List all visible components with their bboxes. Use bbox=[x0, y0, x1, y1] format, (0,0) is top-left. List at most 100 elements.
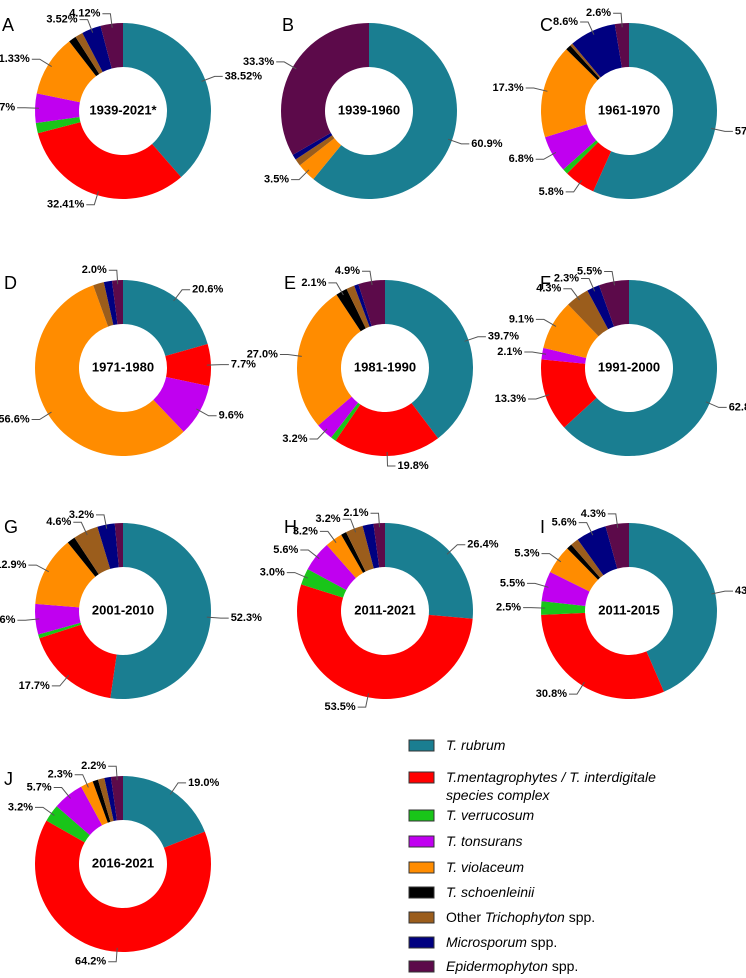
slice-epider bbox=[114, 523, 123, 568]
data-label-mentag: 32.41% bbox=[47, 199, 85, 211]
data-label-mentag: 30.8% bbox=[536, 688, 567, 700]
leader-line bbox=[279, 354, 302, 357]
slice-tonsur bbox=[541, 347, 587, 364]
slice-violac bbox=[550, 548, 599, 592]
legend-item-rubrum: T. rubrum bbox=[408, 737, 506, 753]
data-label-rubrum: 26.4% bbox=[467, 539, 498, 551]
data-label-epider: 2.6% bbox=[586, 7, 611, 19]
slice-othtri bbox=[346, 525, 374, 572]
data-label-violac: 17.3% bbox=[492, 82, 523, 94]
data-label-mentag: 53.5% bbox=[324, 701, 355, 713]
leader-line bbox=[291, 169, 310, 181]
slice-violac bbox=[296, 294, 361, 426]
legend-label: Epidermophyton spp. bbox=[446, 958, 578, 974]
leader-line bbox=[528, 394, 550, 400]
data-label-verruc: 2.5% bbox=[496, 602, 521, 614]
data-label-epider: 2.1% bbox=[343, 507, 368, 519]
data-label-violac: 56.6% bbox=[0, 413, 30, 425]
leader-line bbox=[527, 582, 549, 588]
data-label-violac: 12.9% bbox=[0, 559, 27, 571]
legend-label: Other Trichophyton spp. bbox=[446, 909, 595, 925]
leader-line bbox=[705, 401, 727, 408]
leader-line bbox=[201, 75, 223, 82]
data-label-othtri: 4.6% bbox=[46, 516, 71, 528]
slice-othtri bbox=[570, 43, 601, 79]
chart-panel-a: A 38.52% 32.41% 5.37% 11.33% 3.52%4.12% 1939-2… bbox=[0, 8, 262, 211]
data-label-epider: 4.12% bbox=[69, 8, 100, 20]
legend-swatch bbox=[408, 771, 435, 784]
slice-mentag bbox=[39, 624, 117, 699]
slice-violac bbox=[541, 49, 598, 138]
slice-tonsur bbox=[307, 544, 356, 591]
slice-micros bbox=[587, 285, 615, 330]
slice-verruc bbox=[541, 601, 586, 615]
slice-verruc bbox=[35, 116, 81, 134]
slice-rubrum bbox=[593, 23, 717, 199]
data-label-rubrum: 62.8% bbox=[729, 401, 746, 413]
data-label-tonsur: 5.7% bbox=[27, 781, 52, 793]
panel-letter: B bbox=[282, 15, 294, 35]
leader-line bbox=[35, 806, 55, 816]
chart-title: 1939-2021* bbox=[89, 102, 157, 117]
panel-letter: F bbox=[540, 273, 551, 293]
data-label-rubrum: 43.5% bbox=[735, 585, 746, 597]
slice-rubrum bbox=[313, 23, 457, 199]
slice-othtri bbox=[568, 290, 609, 337]
slice-epider bbox=[110, 776, 123, 821]
leader-line bbox=[53, 787, 71, 799]
slice-verruc bbox=[331, 402, 361, 441]
slice-tonsur bbox=[56, 786, 103, 836]
leader-line bbox=[711, 127, 733, 132]
leader-line bbox=[31, 411, 52, 420]
legend-item-schoen: T. schoenleinii bbox=[408, 884, 535, 900]
data-label-violac: 11.33% bbox=[0, 53, 30, 65]
slice-verruc bbox=[38, 622, 82, 639]
data-label-mentag: 17.7% bbox=[19, 680, 50, 692]
leader-line bbox=[17, 107, 40, 109]
leader-line bbox=[173, 289, 191, 302]
slice-rubrum bbox=[564, 280, 718, 456]
legend-item-verruc: T. verrucosum bbox=[408, 807, 535, 823]
slice-othtri bbox=[74, 526, 111, 575]
slice-rubrum bbox=[385, 280, 474, 439]
legend-label: T.mentagrophytes / T. interdigitale bbox=[446, 769, 656, 785]
chart-title: 2001-2010 bbox=[92, 602, 154, 617]
data-label-micros: 5.6% bbox=[552, 517, 577, 529]
slice-othtri bbox=[295, 135, 335, 166]
slice-micros bbox=[577, 526, 618, 576]
chart-title: 1939-1960 bbox=[338, 102, 400, 117]
leader-line bbox=[607, 513, 619, 528]
legend-item-othtri: Other Trichophyton spp. bbox=[408, 909, 595, 925]
slice-violac bbox=[543, 304, 599, 358]
data-label-rubrum: 20.6% bbox=[192, 284, 223, 296]
legend-swatch bbox=[408, 861, 435, 874]
slice-verruc bbox=[301, 569, 347, 598]
chart-panel-g: G 52.3% 17.7% 5.6% 12.9% 4.6%3.2% 2001-2010 bbox=[0, 509, 262, 699]
slice-tonsur bbox=[34, 603, 81, 635]
leader-line bbox=[525, 87, 548, 92]
slice-othtri bbox=[346, 285, 370, 329]
slice-micros bbox=[572, 24, 622, 78]
chart-title: 2016-2021 bbox=[92, 855, 154, 870]
slice-micros bbox=[362, 523, 380, 569]
slice-schoen bbox=[69, 36, 100, 77]
leader-line bbox=[300, 549, 320, 560]
legend-item-epider: Epidermophyton spp. bbox=[408, 958, 578, 974]
leader-line bbox=[51, 674, 70, 687]
slice-tonsur bbox=[153, 377, 210, 432]
chart-panel-c: C 57.0% 5.8% 6.8% 17.3% 8.6% 2.6% 1961-1970 bbox=[492, 7, 746, 199]
slice-violac bbox=[35, 285, 184, 456]
leader-line bbox=[569, 681, 585, 695]
data-label-rubrum: 60.9% bbox=[471, 138, 502, 150]
slice-othtri bbox=[571, 539, 604, 578]
chart-panel-i: I 43.5% 30.8% 2.5% 5.5% 5.3% 5.6% 4.3% 2011-2015 bbox=[496, 508, 746, 700]
data-label-verruc: 3.0% bbox=[260, 567, 285, 579]
slice-epider bbox=[111, 279, 123, 325]
leader-line bbox=[28, 564, 50, 573]
leader-line bbox=[711, 590, 733, 595]
slice-epider bbox=[614, 23, 629, 68]
legend-label: T. tonsurans bbox=[446, 833, 523, 849]
slice-schoen bbox=[566, 45, 600, 81]
legend-swatch bbox=[408, 911, 435, 924]
panel-letter: J bbox=[4, 769, 13, 789]
